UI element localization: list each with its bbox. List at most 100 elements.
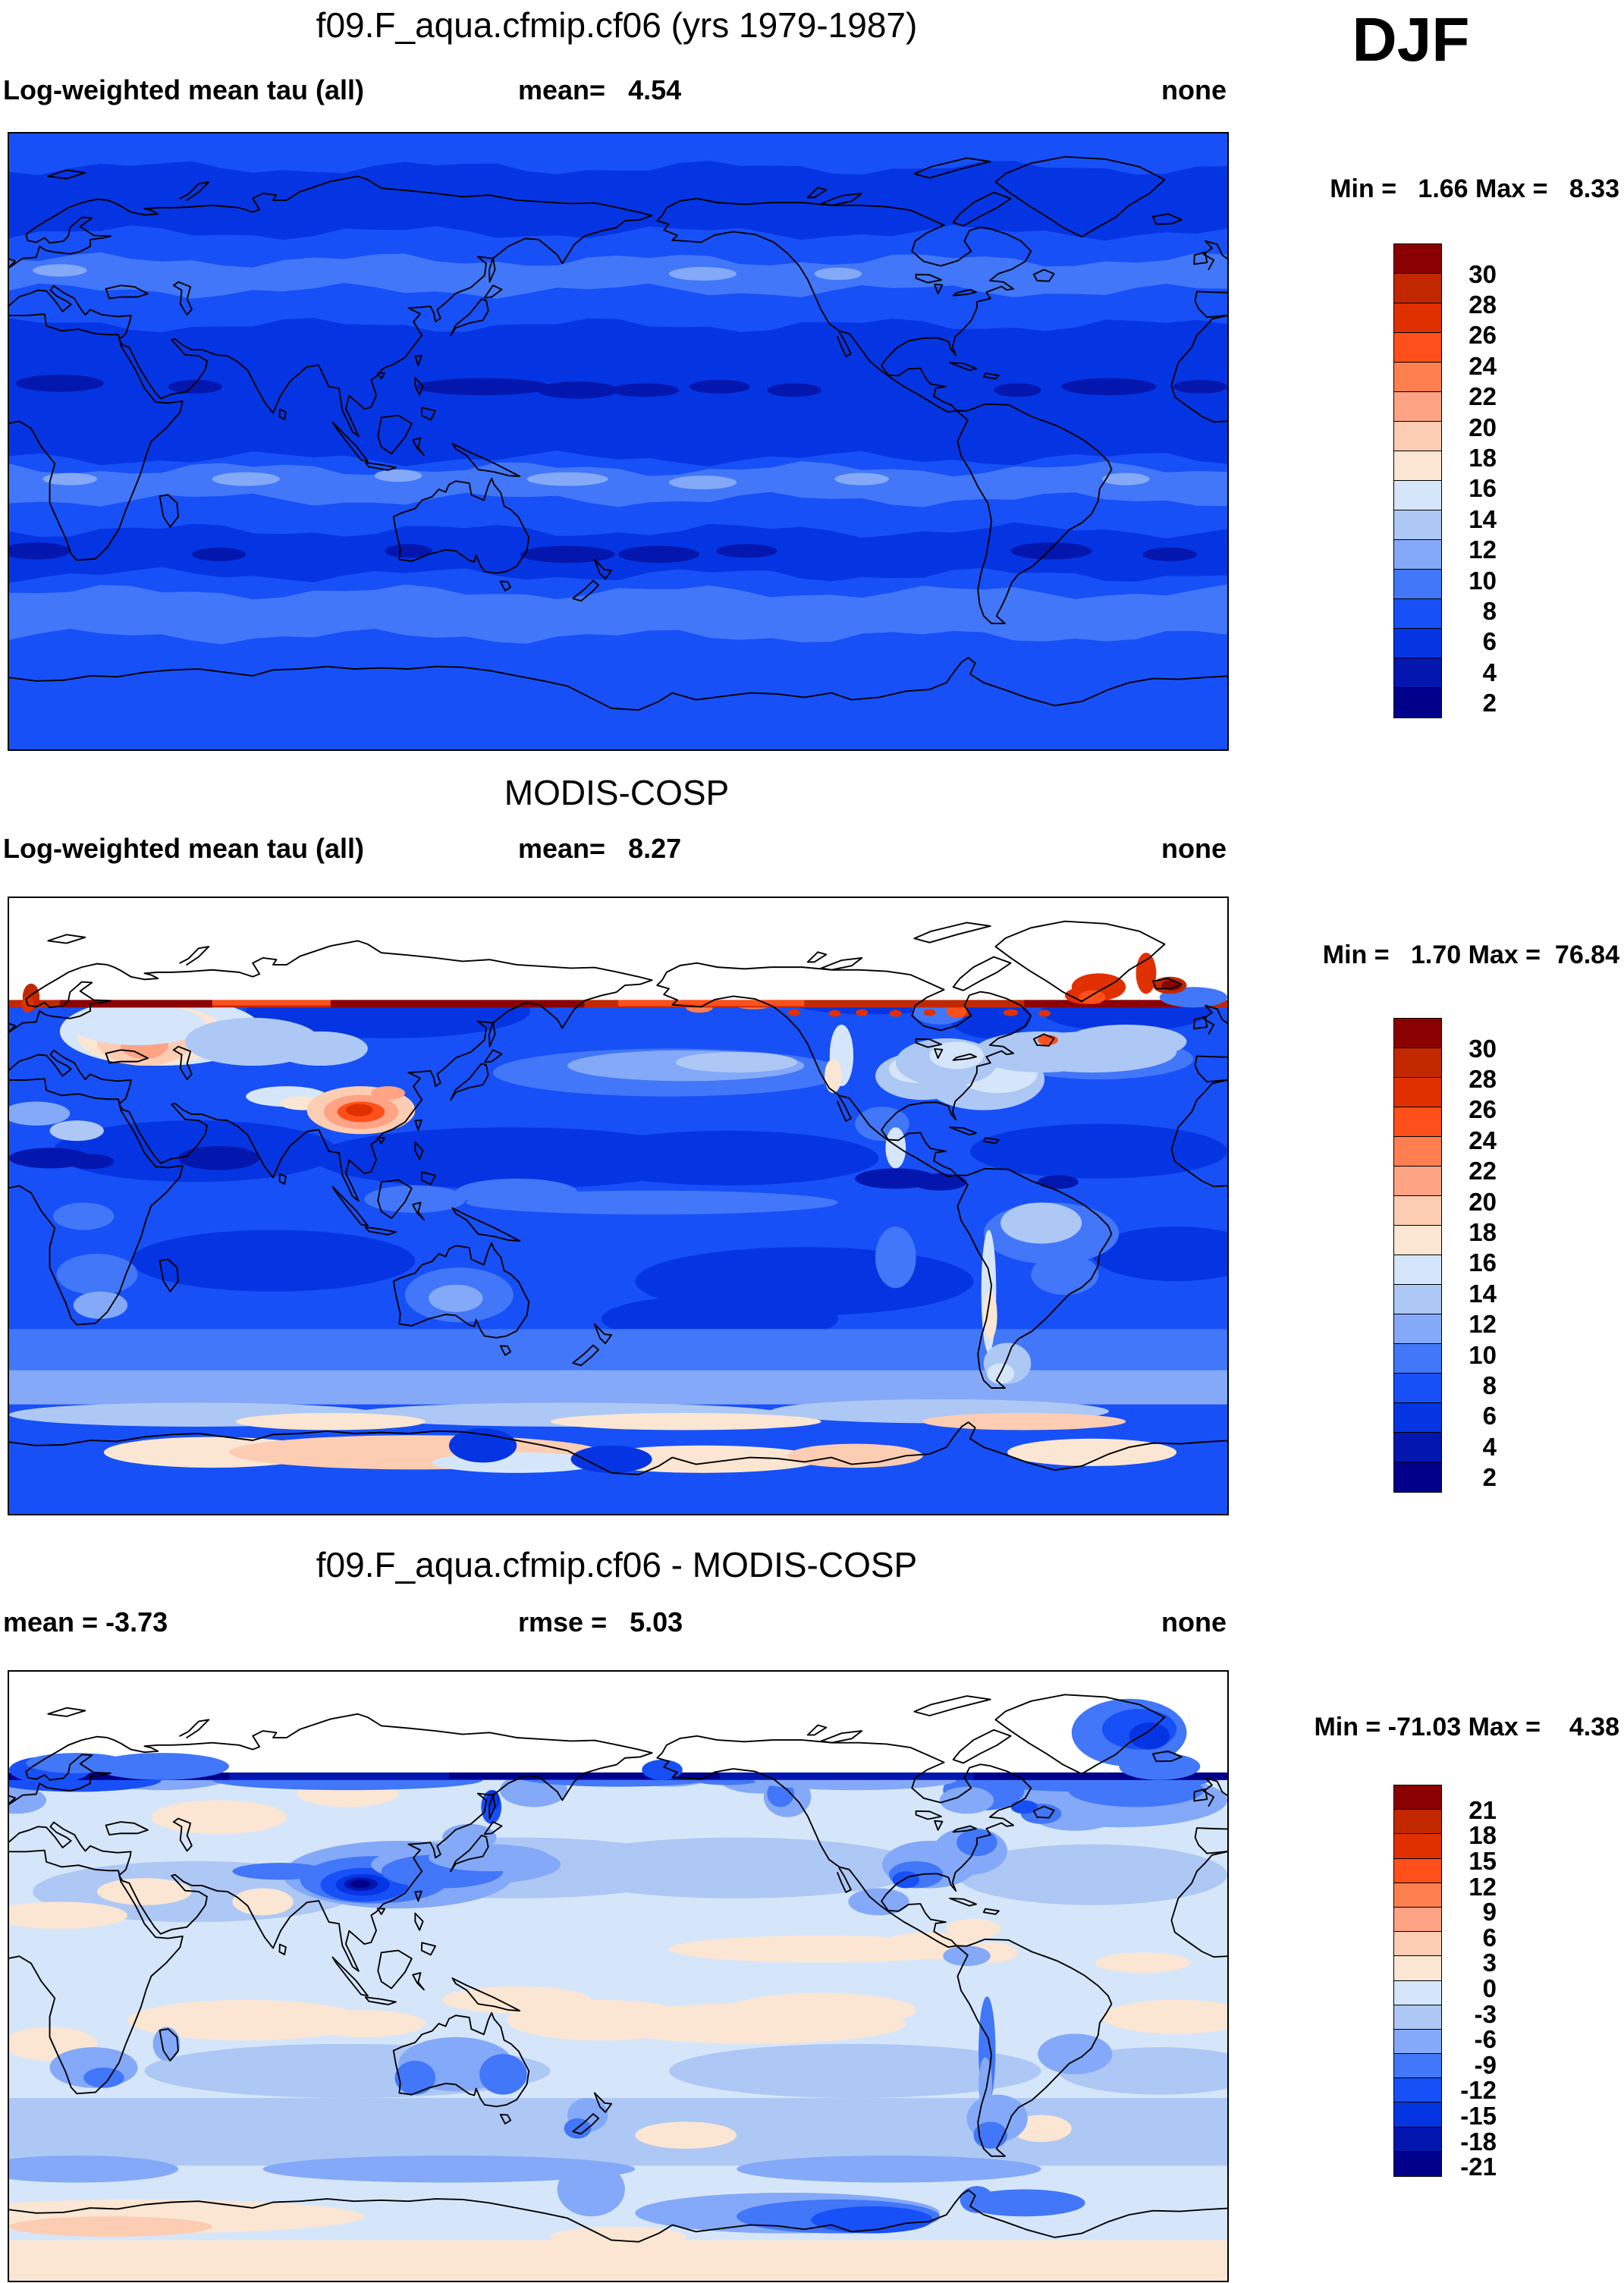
panel3-title: f09.F_aqua.cfmip.cf06 - MODIS-COSP [316,1545,918,1584]
colorbar-tick-label: 22 [1469,382,1497,411]
colorbar-box [1393,1195,1442,1226]
map-difference [8,1670,1229,2282]
colorbar-tick-label: 26 [1469,321,1497,350]
colorbar-tick-label: 14 [1469,504,1497,533]
colorbar-tick-label: 12 [1469,535,1497,564]
colorbar-tick-label: -9 [1474,2050,1497,2079]
colorbar-tick-label: 18 [1469,1821,1497,1850]
colorbar-box [1393,1373,1442,1404]
colorbar-box [1393,628,1442,659]
colorbar-tick-label: 26 [1469,1095,1497,1124]
colorbar-box [1393,1462,1442,1493]
colorbar-tick-label: 21 [1469,1795,1497,1824]
panel3-subtitle-row: mean = -3.73 rmse = 5.03 none [0,1606,1227,1640]
colorbar-tick-label: 3 [1482,1949,1497,1977]
colorbar-box [1393,1284,1442,1315]
panel3-mean-stat: mean = -3.73 [3,1606,168,1638]
colorbar-box [1393,687,1442,718]
panel1-subtitle-row: Log-weighted mean tau (all) mean= 4.54 n… [0,74,1227,108]
colorbar-box [1393,510,1442,541]
panel2-colorbar: 30 28 26 24 22 20 18 16 14 12 10 8 6 4 2 [1393,1018,1545,1493]
colorbar-box [1393,2028,1442,2055]
colorbar-tick-label: -3 [1474,1999,1497,2028]
colorbar-tick-label: 4 [1482,658,1497,686]
colorbar-box [1393,1833,1442,1860]
colorbar-box [1393,1402,1442,1434]
map-observations [8,897,1229,1515]
colorbar-tick-label: 12 [1469,1310,1497,1339]
season-label: DJF [1352,5,1470,74]
panel2-minmax: Min = 1.70 Max = 76.84 [1322,941,1619,969]
colorbar-tick-label: -12 [1460,2076,1497,2105]
panel1-title: f09.F_aqua.cfmip.cf06 (yrs 1979-1987) [316,5,918,45]
panel3-colorbar: 21 18 15 12 9 6 3 0 -3 -6 -9 -12 -15 -18 -21 [1393,1785,1545,2181]
panel2-mean-stat: mean= 8.27 [518,833,682,864]
colorbar-box [1393,1931,1442,1957]
colorbar-box [1393,1955,1442,1981]
panel3-units-label: none [1161,1606,1227,1638]
colorbar-tick-label: 6 [1482,627,1497,656]
colorbar-box [1393,2004,1442,2030]
colorbar-box [1393,539,1442,570]
colorbar-box [1393,1136,1442,1167]
colorbar-tick-label: 22 [1469,1157,1497,1185]
colorbar-box [1393,2150,1442,2177]
colorbar-tick-label: 28 [1469,1064,1497,1093]
panel2-subtitle-row: Log-weighted mean tau (all) mean= 8.27 n… [0,833,1227,866]
colorbar-box [1393,2077,1442,2103]
colorbar-tick-label: -15 [1460,2101,1497,2130]
colorbar-box [1393,1785,1442,1810]
colorbar-box [1393,303,1442,334]
colorbar-tick-label: 18 [1469,443,1497,472]
colorbar-tick-label: 4 [1482,1432,1497,1461]
colorbar-tick-label: 12 [1469,1872,1497,1901]
colorbar-box [1393,273,1442,304]
colorbar-tick-label: 2 [1482,1463,1497,1492]
colorbar-tick-label: -6 [1474,2025,1497,2054]
panel2-title: MODIS-COSP [504,773,730,812]
panel3-rmse-stat: rmse = 5.03 [518,1606,683,1638]
colorbar-tick-label: 6 [1482,1923,1497,1952]
colorbar-tick-label: 16 [1469,1248,1497,1277]
colorbar-tick-label: -18 [1460,2127,1497,2156]
map-model [8,132,1229,751]
colorbar-tick-label: 6 [1482,1402,1497,1430]
colorbar-tick-label: 16 [1469,474,1497,503]
colorbar-box [1393,1432,1442,1463]
colorbar-tick-label: 8 [1482,596,1497,625]
colorbar-tick-label: 28 [1469,290,1497,319]
colorbar-tick-label: 18 [1469,1217,1497,1246]
colorbar-box [1393,451,1442,482]
colorbar-tick-label: 20 [1469,413,1497,441]
colorbar-tick-label: 24 [1469,351,1497,380]
colorbar-box [1393,362,1442,393]
colorbar-tick-label: 20 [1469,1187,1497,1216]
panel1-mean-stat: mean= 4.54 [518,74,682,105]
panel1-units-label: none [1161,74,1227,105]
colorbar-tick-label: 2 [1482,689,1497,718]
colorbar-box [1393,1225,1442,1256]
colorbar-box [1393,480,1442,511]
colorbar-box [1393,1018,1442,1049]
panel2-variable-label: Log-weighted mean tau (all) [3,833,365,864]
panel3-minmax: Min = -71.03 Max = 4.38 [1314,1713,1619,1741]
panel1-minmax: Min = 1.66 Max = 8.33 [1330,174,1619,203]
panel1-variable-label: Log-weighted mean tau (all) [3,74,365,105]
colorbar-tick-label: 14 [1469,1279,1497,1308]
colorbar-tick-label: 24 [1469,1126,1497,1154]
colorbar-tick-label: 9 [1482,1898,1497,1927]
colorbar-tick-label: 30 [1469,1034,1497,1063]
colorbar-tick-label: 0 [1482,1974,1497,2002]
panel2-units-label: none [1161,833,1227,864]
colorbar-tick-label: 10 [1469,566,1497,595]
colorbar-box [1393,1077,1442,1108]
colorbar-tick-label: 30 [1469,259,1497,288]
colorbar-box [1393,1047,1442,1079]
colorbar-box [1393,391,1442,422]
colorbar-box [1393,1906,1442,1933]
colorbar-box [1393,1980,1442,2006]
panel1-colorbar: 30 28 26 24 22 20 18 16 14 12 10 8 6 4 2 [1393,243,1545,718]
colorbar-tick-label: 15 [1469,1846,1497,1875]
colorbar-tick-label: 10 [1469,1340,1497,1369]
